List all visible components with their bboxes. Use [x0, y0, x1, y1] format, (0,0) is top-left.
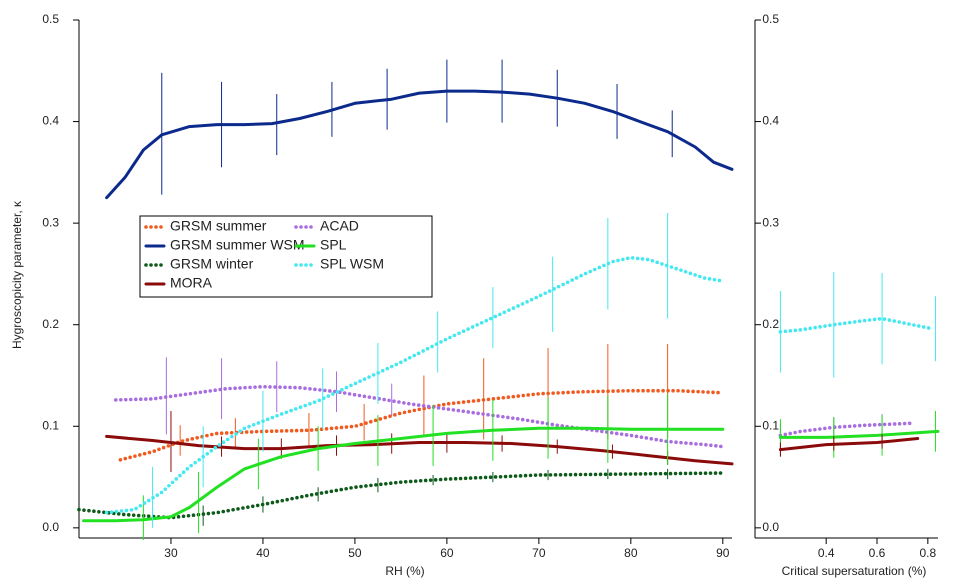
series-line — [778, 429, 940, 439]
legend-label: SPL WSM — [320, 256, 384, 272]
series-line — [104, 255, 725, 515]
series-line — [778, 437, 920, 452]
y-tick-label: 0.1 — [762, 418, 779, 432]
x-tick-label: 0.6 — [869, 546, 886, 560]
x-axis-label: Critical supersaturation (%) — [782, 564, 927, 578]
y-tick-label: 0.1 — [42, 418, 59, 432]
y-tick-label: 0.4 — [762, 114, 779, 128]
x-tick-label: 90 — [716, 546, 730, 560]
y-tick-label: 0.0 — [762, 520, 779, 534]
x-tick-label: 0.4 — [818, 546, 835, 560]
series-line — [82, 426, 725, 523]
legend-box — [139, 215, 433, 298]
series-line — [77, 471, 725, 520]
y-tick-label: 0.2 — [762, 317, 779, 331]
legend-label: GRSM summer — [170, 218, 267, 234]
series-line — [105, 89, 734, 200]
legend-label: GRSM winter — [170, 256, 254, 272]
series-line — [114, 384, 725, 449]
x-tick-label: 30 — [164, 546, 178, 560]
y-axis-label: Hygroscopicity parameter, κ — [10, 200, 24, 349]
legend-label: GRSM summer WSM — [170, 237, 305, 253]
x-tick-label: 80 — [624, 546, 638, 560]
x-tick-label: 0.8 — [919, 546, 936, 560]
legend-label: SPL — [320, 237, 347, 253]
legend-label: ACAD — [320, 218, 359, 234]
series-line — [105, 434, 734, 466]
y-tick-label: 0.3 — [762, 215, 779, 229]
y-tick-label: 0.5 — [762, 12, 779, 26]
y-tick-label: 0.4 — [42, 114, 59, 128]
x-tick-label: 70 — [532, 546, 546, 560]
series-line — [118, 388, 725, 462]
series-line — [778, 316, 935, 334]
x-axis-label: RH (%) — [385, 564, 424, 578]
y-tick-label: 0.2 — [42, 317, 59, 331]
y-tick-label: 0.3 — [42, 215, 59, 229]
legend-label: MORA — [170, 275, 213, 291]
x-tick-label: 40 — [256, 546, 270, 560]
x-tick-label: 60 — [440, 546, 454, 560]
y-tick-label: 0.5 — [42, 12, 59, 26]
y-tick-label: 0.0 — [42, 520, 59, 534]
x-tick-label: 50 — [348, 546, 362, 560]
